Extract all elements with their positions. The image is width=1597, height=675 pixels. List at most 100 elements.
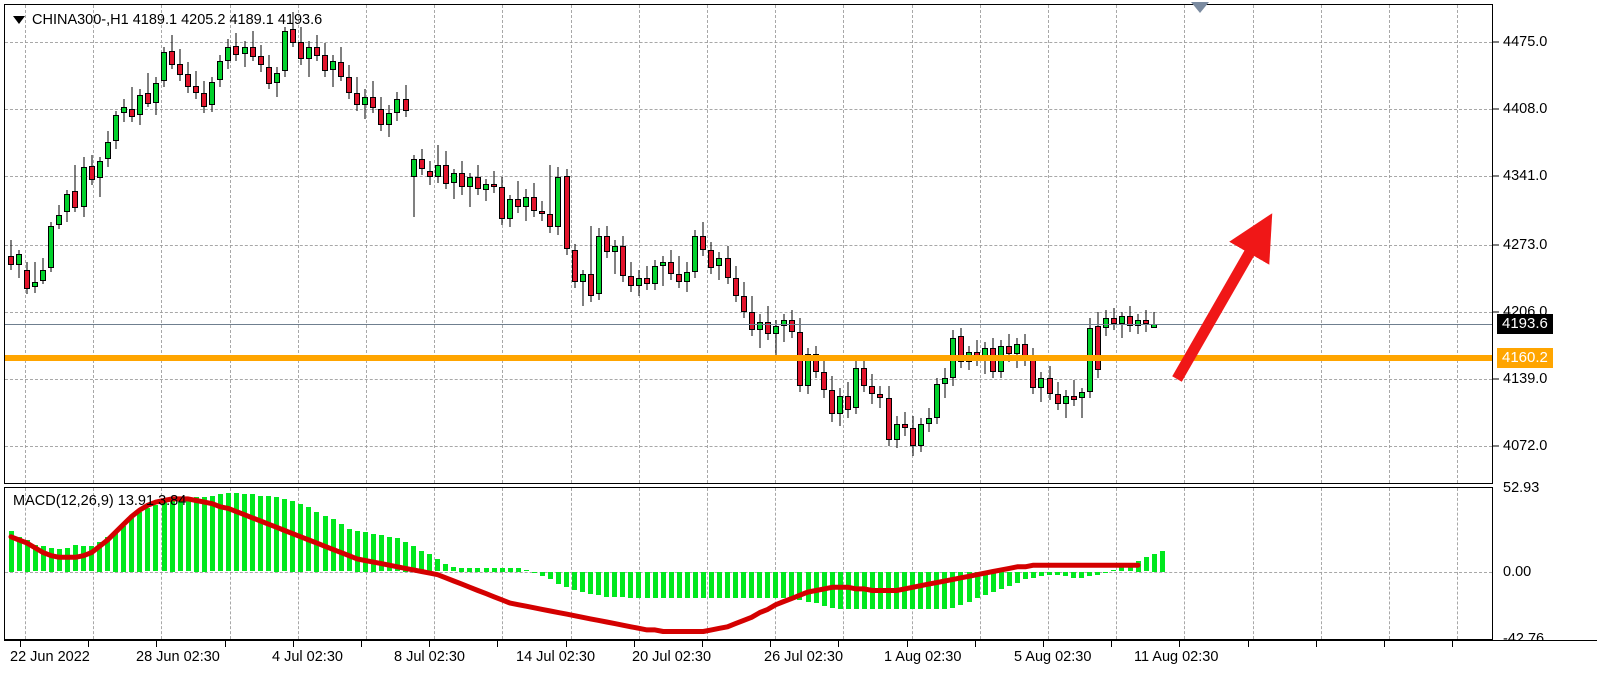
candle bbox=[161, 47, 167, 88]
macd-bar bbox=[580, 571, 586, 592]
macd-bar bbox=[676, 571, 682, 599]
candle bbox=[370, 81, 377, 114]
candle bbox=[450, 169, 457, 200]
macd-bar bbox=[837, 571, 843, 610]
macd-indicator-panel[interactable]: MACD(12,26,9) 13.91 3.84 bbox=[4, 487, 1493, 640]
price-chart-panel[interactable]: CHINA300-,H1 4189.1 4205.2 4189.1 4193.6 bbox=[4, 4, 1493, 484]
time-axis[interactable]: 22 Jun 2022 28 Jun 02:30 4 Jul 02:30 8 Jul … bbox=[4, 640, 1597, 675]
candle bbox=[700, 221, 707, 256]
candle bbox=[201, 81, 208, 114]
macd-bar bbox=[1079, 571, 1085, 578]
time-axis-label: 5 Aug 02:30 bbox=[1014, 649, 1092, 665]
time-axis-label: 26 Jul 02:30 bbox=[764, 649, 844, 665]
candle bbox=[708, 241, 715, 274]
macd-bar bbox=[233, 492, 239, 572]
macd-bar bbox=[765, 571, 771, 599]
candle bbox=[305, 41, 312, 78]
candle bbox=[531, 183, 538, 218]
macd-bar bbox=[708, 571, 714, 599]
candle bbox=[185, 62, 192, 94]
macd-bar bbox=[773, 571, 779, 599]
price-axis[interactable]: 4475.0 4408.0 4341.0 4273.0 4206.0 4139.0 4072… bbox=[1493, 4, 1597, 647]
candle bbox=[64, 190, 71, 223]
macd-bar bbox=[733, 571, 738, 599]
macd-bar bbox=[1159, 551, 1165, 572]
candle bbox=[764, 305, 771, 340]
macd-bar bbox=[692, 571, 698, 599]
candle bbox=[442, 151, 449, 190]
macd-bar bbox=[1030, 571, 1036, 578]
candle bbox=[354, 77, 361, 112]
macd-bar bbox=[547, 571, 553, 580]
macd-bar bbox=[1095, 571, 1101, 575]
chart-top-marker-icon bbox=[1191, 2, 1209, 13]
candle bbox=[563, 169, 570, 256]
macd-bar bbox=[531, 571, 537, 574]
macd-bar bbox=[572, 571, 577, 591]
macd-bar bbox=[934, 571, 940, 610]
price-axis-tick-label: 4139.0 bbox=[1503, 370, 1548, 387]
candle bbox=[402, 85, 409, 118]
macd-bar bbox=[185, 498, 191, 572]
macd-bar bbox=[105, 536, 111, 572]
candle bbox=[257, 45, 264, 73]
candle bbox=[474, 165, 481, 196]
macd-bar bbox=[419, 551, 425, 572]
macd-bar bbox=[24, 540, 30, 572]
macd-bar bbox=[330, 519, 336, 572]
candle bbox=[1094, 311, 1101, 378]
macd-bar bbox=[459, 568, 465, 572]
macd-bar bbox=[443, 563, 449, 572]
macd-bar bbox=[137, 511, 143, 572]
candle bbox=[362, 89, 369, 120]
macd-bar bbox=[121, 525, 127, 572]
candle bbox=[24, 261, 31, 294]
macd-bar bbox=[491, 568, 497, 572]
candle bbox=[394, 92, 401, 122]
candle bbox=[418, 149, 425, 176]
candle bbox=[716, 251, 723, 280]
macd-bar bbox=[588, 571, 594, 594]
macd-bar bbox=[362, 532, 368, 572]
macd-bar bbox=[950, 571, 956, 608]
level-price-badge[interactable]: 4160.2 bbox=[1497, 347, 1553, 368]
candle bbox=[507, 195, 514, 228]
time-axis-label: 14 Jul 02:30 bbox=[516, 649, 596, 665]
macd-bar bbox=[644, 571, 650, 599]
macd-bar bbox=[242, 494, 247, 572]
candle bbox=[1102, 309, 1109, 336]
candle bbox=[1070, 379, 1077, 406]
candle bbox=[1127, 305, 1133, 332]
chart-header-label: CHINA300-,H1 4189.1 4205.2 4189.1 4193.6 bbox=[32, 12, 323, 28]
candle bbox=[104, 131, 111, 168]
candle bbox=[813, 345, 819, 378]
candle bbox=[772, 319, 779, 358]
macd-bar bbox=[1087, 571, 1093, 577]
candle bbox=[523, 189, 530, 222]
candle bbox=[193, 71, 200, 100]
support-level-line[interactable] bbox=[5, 354, 1492, 361]
macd-bar bbox=[153, 505, 159, 572]
candle bbox=[587, 225, 594, 302]
candle bbox=[692, 229, 699, 278]
macd-bar bbox=[789, 571, 795, 599]
macd-bar bbox=[910, 571, 916, 610]
macd-bar bbox=[684, 571, 690, 599]
candle bbox=[1143, 309, 1150, 332]
candle bbox=[225, 39, 232, 70]
candle bbox=[297, 27, 304, 66]
macd-bar bbox=[89, 546, 94, 572]
candle bbox=[644, 265, 650, 290]
candle bbox=[595, 227, 602, 300]
chart-header: CHINA300-,H1 4189.1 4205.2 4189.1 4193.6 bbox=[13, 12, 322, 28]
time-axis-label: 1 Aug 02:30 bbox=[884, 649, 962, 665]
time-axis-label: 22 Jun 2022 bbox=[10, 649, 90, 665]
candle bbox=[217, 55, 224, 88]
macd-bar bbox=[258, 495, 264, 572]
price-axis-tick-label: 4341.0 bbox=[1503, 168, 1548, 185]
triangle-down-icon[interactable] bbox=[13, 16, 25, 24]
macd-bar bbox=[604, 571, 610, 597]
candle bbox=[837, 387, 844, 426]
macd-bar bbox=[145, 508, 151, 572]
candle bbox=[1135, 313, 1141, 334]
